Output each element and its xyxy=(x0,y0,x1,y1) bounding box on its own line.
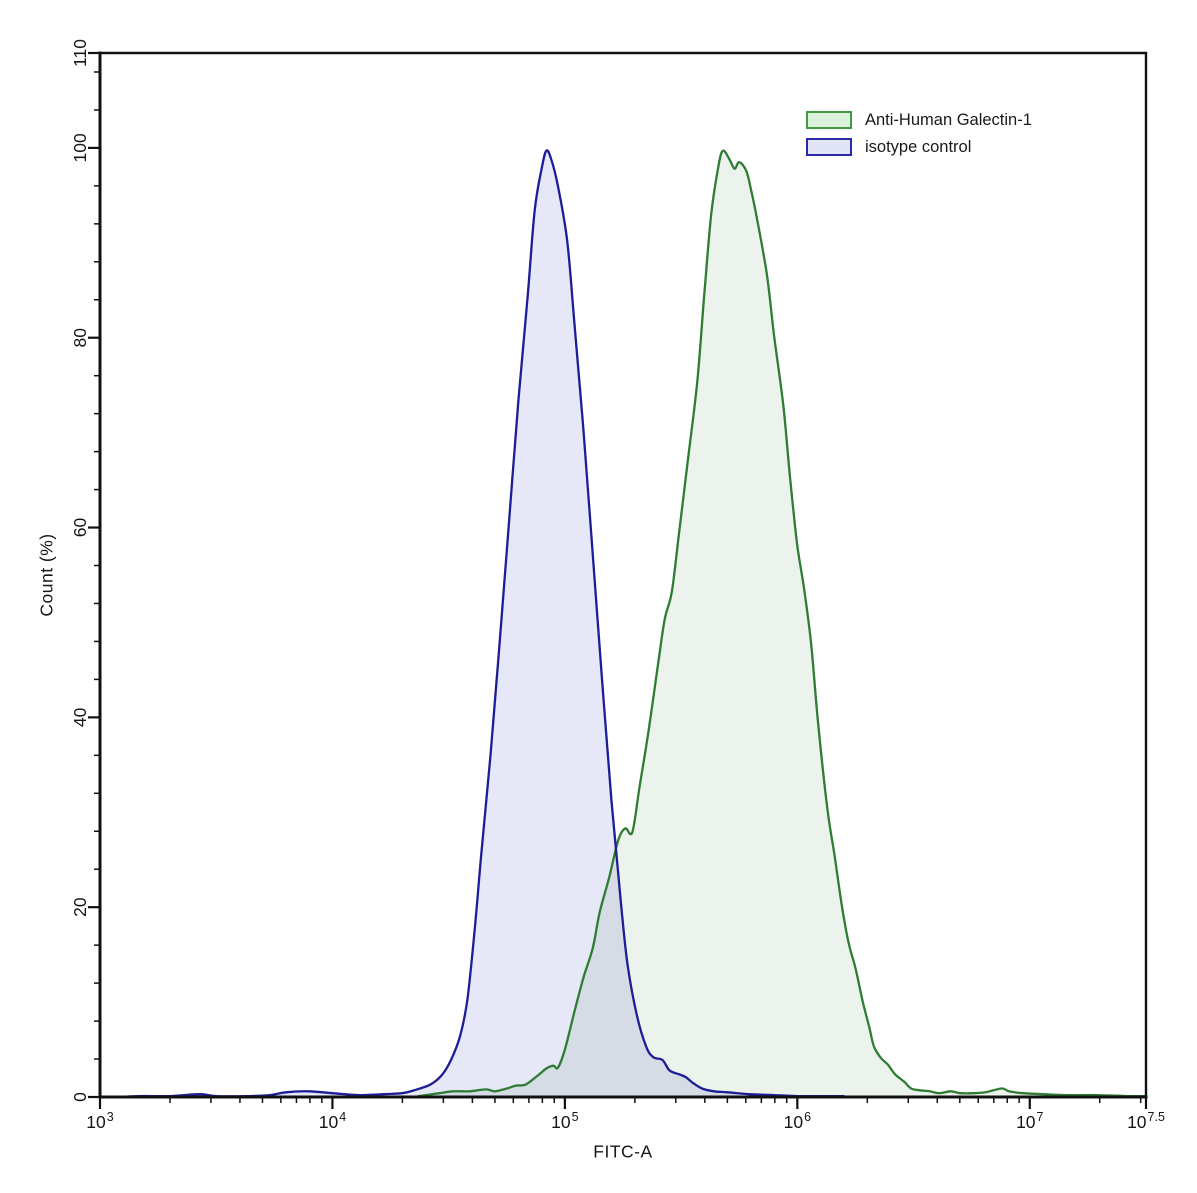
y-tick-label-60: 60 xyxy=(70,518,90,538)
curve-isotype xyxy=(117,149,845,1099)
x-tick-label-1e4: 104 xyxy=(319,1110,346,1132)
legend-swatch-isotype-icon xyxy=(806,138,852,156)
area-galectin xyxy=(418,150,1146,1097)
series-curves xyxy=(117,149,1148,1099)
legend: Anti-Human Galectin-1 isotype control xyxy=(806,110,1032,157)
y-tick-label-0: 0 xyxy=(70,1092,90,1102)
y-tick-label-110: 110 xyxy=(70,39,90,67)
x-axis-title: FITC-A xyxy=(593,1141,653,1162)
x-tick-label-1e7.5: 107.5 xyxy=(1127,1110,1165,1132)
x-axis-ticks: 103 104 105 106 107 107.5 xyxy=(86,1097,1165,1132)
legend-swatch-galectin-icon xyxy=(806,111,852,129)
legend-label-isotype: isotype control xyxy=(865,138,972,156)
y-axis-title: Count (%) xyxy=(36,533,57,617)
legend-item-isotype: isotype control xyxy=(806,137,1032,157)
legend-item-galectin: Anti-Human Galectin-1 xyxy=(806,110,1032,130)
y-tick-label-100: 100 xyxy=(70,133,90,162)
x-tick-label-1e5: 105 xyxy=(551,1110,578,1132)
x-tick-label-1e6: 106 xyxy=(784,1110,811,1132)
x-tick-label-1e7: 107 xyxy=(1016,1110,1043,1132)
x-tick-label-1e3: 103 xyxy=(86,1110,113,1132)
plot-frame-top-right xyxy=(100,51,1148,1097)
area-isotype xyxy=(118,150,844,1097)
y-tick-label-40: 40 xyxy=(70,707,90,727)
y-axis-ticks: 0 20 40 60 80 100 110 xyxy=(70,39,100,1102)
curve-galectin xyxy=(417,149,1148,1098)
y-tick-label-80: 80 xyxy=(70,328,90,348)
legend-label-galectin: Anti-Human Galectin-1 xyxy=(865,111,1032,129)
y-tick-label-20: 20 xyxy=(70,897,90,917)
